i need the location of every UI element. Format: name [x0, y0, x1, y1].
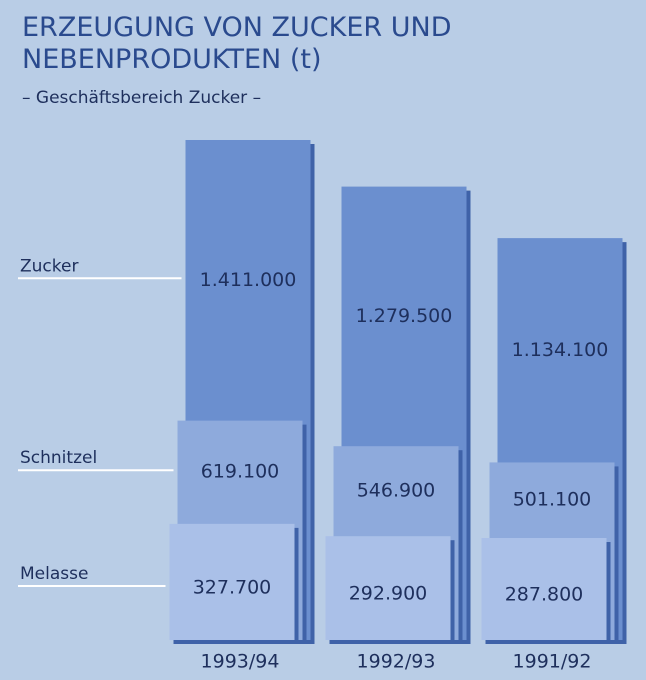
- value-label: 1.134.100: [512, 339, 609, 361]
- x-tick-label: 1991/92: [513, 651, 592, 673]
- value-label: 619.100: [201, 461, 280, 483]
- bar: [481, 538, 607, 640]
- legend-label: Zucker: [20, 256, 78, 276]
- value-label: 327.700: [193, 576, 272, 598]
- bar: [169, 523, 295, 640]
- value-label: 501.100: [513, 489, 592, 511]
- legend-label: Melasse: [20, 564, 88, 584]
- chart-subtitle: – Geschäftsbereich Zucker –: [22, 88, 261, 108]
- value-label: 546.900: [357, 480, 436, 502]
- x-tick-label: 1993/94: [201, 651, 280, 673]
- chart-title: ERZEUGUNG VON ZUCKER UND NEBENPRODUKTEN (…: [22, 12, 452, 75]
- bar: [325, 536, 451, 640]
- legend-label: Schnitzel: [20, 448, 97, 468]
- x-tick-label: 1992/93: [357, 651, 436, 673]
- value-label: 1.279.500: [356, 305, 453, 327]
- value-label: 1.411.000: [200, 269, 297, 291]
- value-label: 292.900: [349, 583, 428, 605]
- value-label: 287.800: [505, 584, 584, 606]
